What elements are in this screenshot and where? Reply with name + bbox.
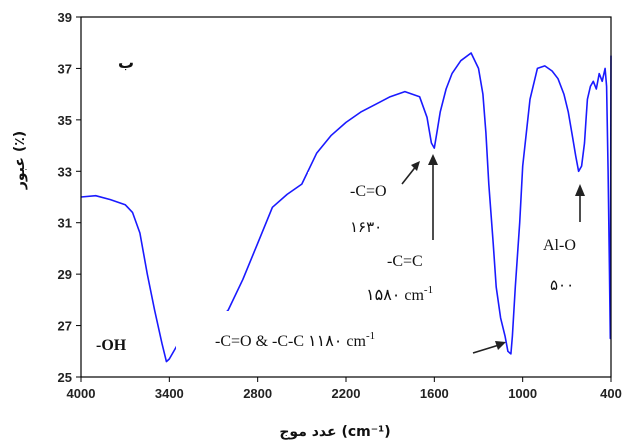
y-tick-label: 35 xyxy=(58,113,72,128)
annotation-cc-label: -C=C xyxy=(387,253,423,270)
y-axis-title: عبور (٪) xyxy=(12,131,28,190)
y-tick-label: 39 xyxy=(58,10,72,25)
y-tick-label: 25 xyxy=(58,370,72,385)
x-tick-label: 4000 xyxy=(67,386,96,401)
x-tick-label: 2800 xyxy=(243,386,272,401)
tick-layer: 4000 3400 2800 2200 1600 1000 400 25 27 29 31 33 35 3… xyxy=(58,10,622,401)
panel-label: ب xyxy=(118,53,134,72)
annotation-arrows xyxy=(401,154,585,354)
arrow-cc-head xyxy=(428,154,438,165)
annotation-co-value: ۱۶۳۰ xyxy=(350,218,382,236)
arrow-alo-head xyxy=(575,184,585,196)
annotation-alo-label: Al-O xyxy=(543,237,576,254)
annotation-cc-value-text: ۱۵۸۰ cm xyxy=(366,287,424,304)
annotation-cc-exponent: -1 xyxy=(424,284,433,296)
y-tick-label: 37 xyxy=(58,61,72,76)
annotation-co-label: -C=O xyxy=(350,183,387,200)
annotation-cocc-text: -C=O & -C-C ۱۱۸۰ cm xyxy=(215,333,367,350)
arrow-co-head xyxy=(411,161,420,171)
annotation-oh: -OH xyxy=(96,337,127,354)
y-tick-label: 29 xyxy=(58,267,72,282)
x-axis-title: عدد موج (cm⁻¹) xyxy=(279,424,390,440)
annotation-cocc-exponent: -1 xyxy=(366,330,375,342)
y-tick-label: 33 xyxy=(58,164,72,179)
annotation-cocc-label: -C=O & -C-C ۱۱۸۰ cm-1 xyxy=(215,330,375,350)
x-tick-label: 1000 xyxy=(508,386,537,401)
y-tick-label: 27 xyxy=(58,319,72,334)
plot-frame xyxy=(80,16,612,378)
annotation-alo-value: ۵۰۰ xyxy=(550,276,574,294)
y-tick-label: 31 xyxy=(58,216,72,231)
x-tick-label: 3400 xyxy=(155,386,184,401)
annotation-mask-co xyxy=(308,172,404,240)
x-tick-label: 400 xyxy=(600,386,622,401)
x-tick-label: 1600 xyxy=(420,386,449,401)
annotation-mask-cocc xyxy=(176,311,488,371)
x-tick-label: 2200 xyxy=(332,386,361,401)
arrow-cocc xyxy=(472,344,500,354)
annotation-cc-value: ۱۵۸۰ cm-1 xyxy=(366,284,433,304)
arrow-cocc-head xyxy=(495,341,506,350)
